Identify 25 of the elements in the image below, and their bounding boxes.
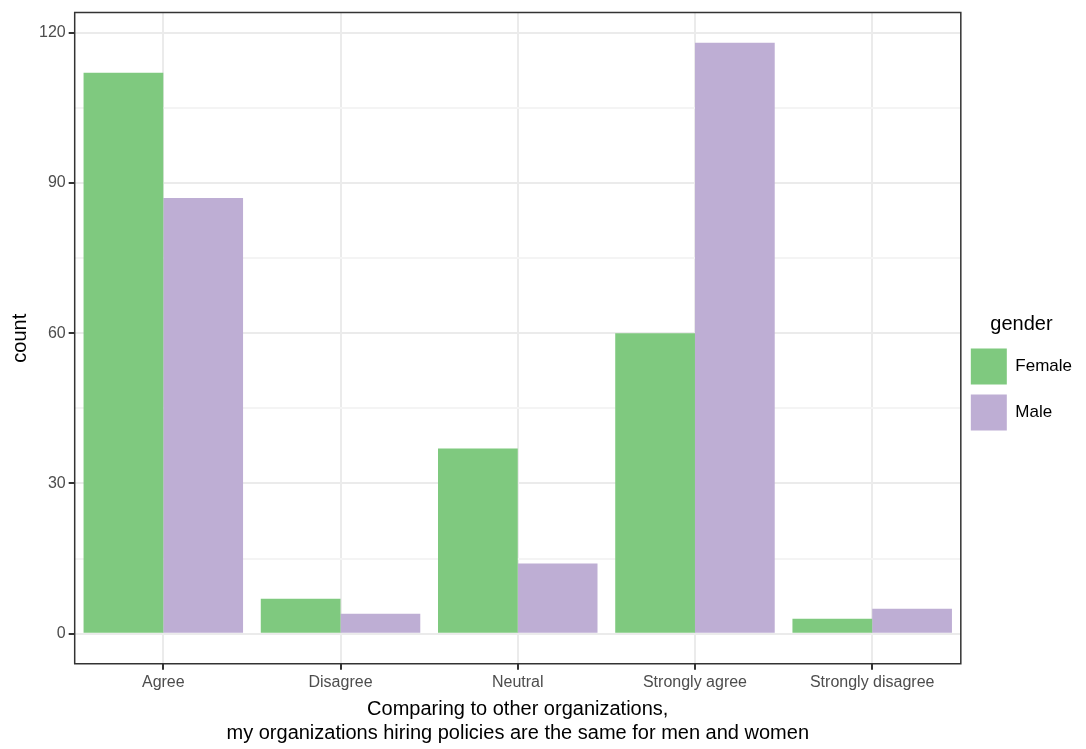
bar <box>83 72 164 633</box>
bar <box>792 618 873 633</box>
legend-label: Male <box>1015 402 1053 422</box>
bar <box>340 613 421 633</box>
bar <box>694 42 775 633</box>
y-tick-label: 30 <box>47 473 66 491</box>
y-tick-label: 120 <box>38 23 66 41</box>
x-axis-title: Comparing to other organizations, my organizations hiring policies are the same for men and women <box>226 696 810 743</box>
bar <box>615 333 695 633</box>
bar <box>260 598 341 633</box>
x-tick-label: Strongly agree <box>642 672 748 690</box>
x-tick-label: Neutral <box>491 672 544 690</box>
legend-title: gender <box>990 312 1053 335</box>
bar <box>438 448 518 633</box>
bar <box>163 197 244 633</box>
y-tick-label: 0 <box>56 624 66 642</box>
x-tick-label: Disagree <box>308 672 373 690</box>
x-tick-label: Strongly disagree <box>809 672 935 690</box>
y-tick-label: 90 <box>47 173 66 191</box>
x-tick-label: Agree <box>141 672 185 690</box>
legend-label: Female <box>1015 356 1072 376</box>
y-tick-label: 60 <box>47 323 66 341</box>
bar <box>517 563 598 633</box>
y-axis-title: count <box>7 313 30 363</box>
bar <box>872 608 952 633</box>
